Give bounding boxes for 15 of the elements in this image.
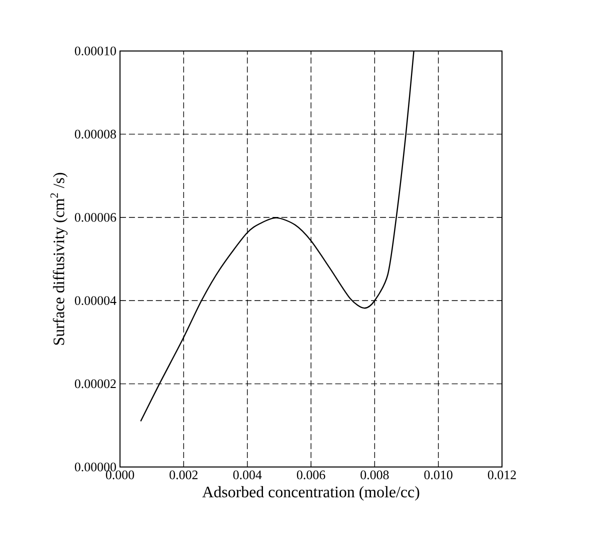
x-tick-label: 0.002 bbox=[170, 470, 198, 480]
x-tick-label: 0.010 bbox=[424, 470, 452, 480]
y-tick-label: 0.00006 bbox=[74, 213, 116, 222]
y-tick-label: 0.00010 bbox=[74, 46, 116, 56]
x-tick-label: 0.004 bbox=[233, 470, 262, 480]
x-axis-title: Adsorbed concentration (mole/cc) bbox=[202, 486, 420, 501]
y-tick-label: 0.00002 bbox=[74, 379, 116, 388]
x-tick-label: 0.000 bbox=[106, 470, 134, 480]
y-tick-label: 0.00000 bbox=[74, 462, 116, 472]
x-tick-label: 0.008 bbox=[360, 470, 389, 480]
y-tick-label: 0.00008 bbox=[74, 130, 116, 139]
x-tick-label: 0.006 bbox=[296, 470, 326, 480]
y-tick-label: 0.00004 bbox=[74, 296, 116, 305]
y-axis-title: Surface diffusivity (cm$^{2}$ /s) bbox=[50, 172, 68, 345]
x-tick-label: 0.012 bbox=[488, 470, 516, 480]
